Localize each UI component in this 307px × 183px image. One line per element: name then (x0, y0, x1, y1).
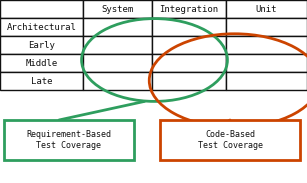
Text: Integration: Integration (159, 5, 219, 14)
Bar (0, 72, 83, 90)
FancyBboxPatch shape (160, 120, 300, 160)
Text: Middle: Middle (25, 59, 58, 68)
Text: Unit: Unit (256, 5, 277, 14)
Text: Early: Early (28, 40, 55, 49)
Bar (0, 36, 83, 54)
Bar (152, 18, 226, 36)
Bar (152, 0, 226, 18)
Text: System: System (101, 5, 134, 14)
Text: Requirement-Based
Test Coverage: Requirement-Based Test Coverage (26, 130, 111, 150)
Bar (0, 0, 83, 18)
Bar (152, 36, 226, 54)
FancyBboxPatch shape (4, 120, 134, 160)
Bar (83, 72, 152, 90)
Text: Code-Based
Test Coverage: Code-Based Test Coverage (197, 130, 262, 150)
Bar (83, 0, 152, 18)
Bar (83, 36, 152, 54)
Bar (83, 18, 152, 36)
Bar (152, 72, 226, 90)
Bar (226, 36, 307, 54)
Bar (0, 18, 83, 36)
Bar (152, 54, 226, 72)
Bar (226, 0, 307, 18)
Bar (226, 54, 307, 72)
Bar (226, 18, 307, 36)
Bar (83, 54, 152, 72)
Text: Architectural: Architectural (6, 23, 76, 31)
Bar (226, 72, 307, 90)
Text: Late: Late (31, 76, 52, 85)
Bar (0, 54, 83, 72)
